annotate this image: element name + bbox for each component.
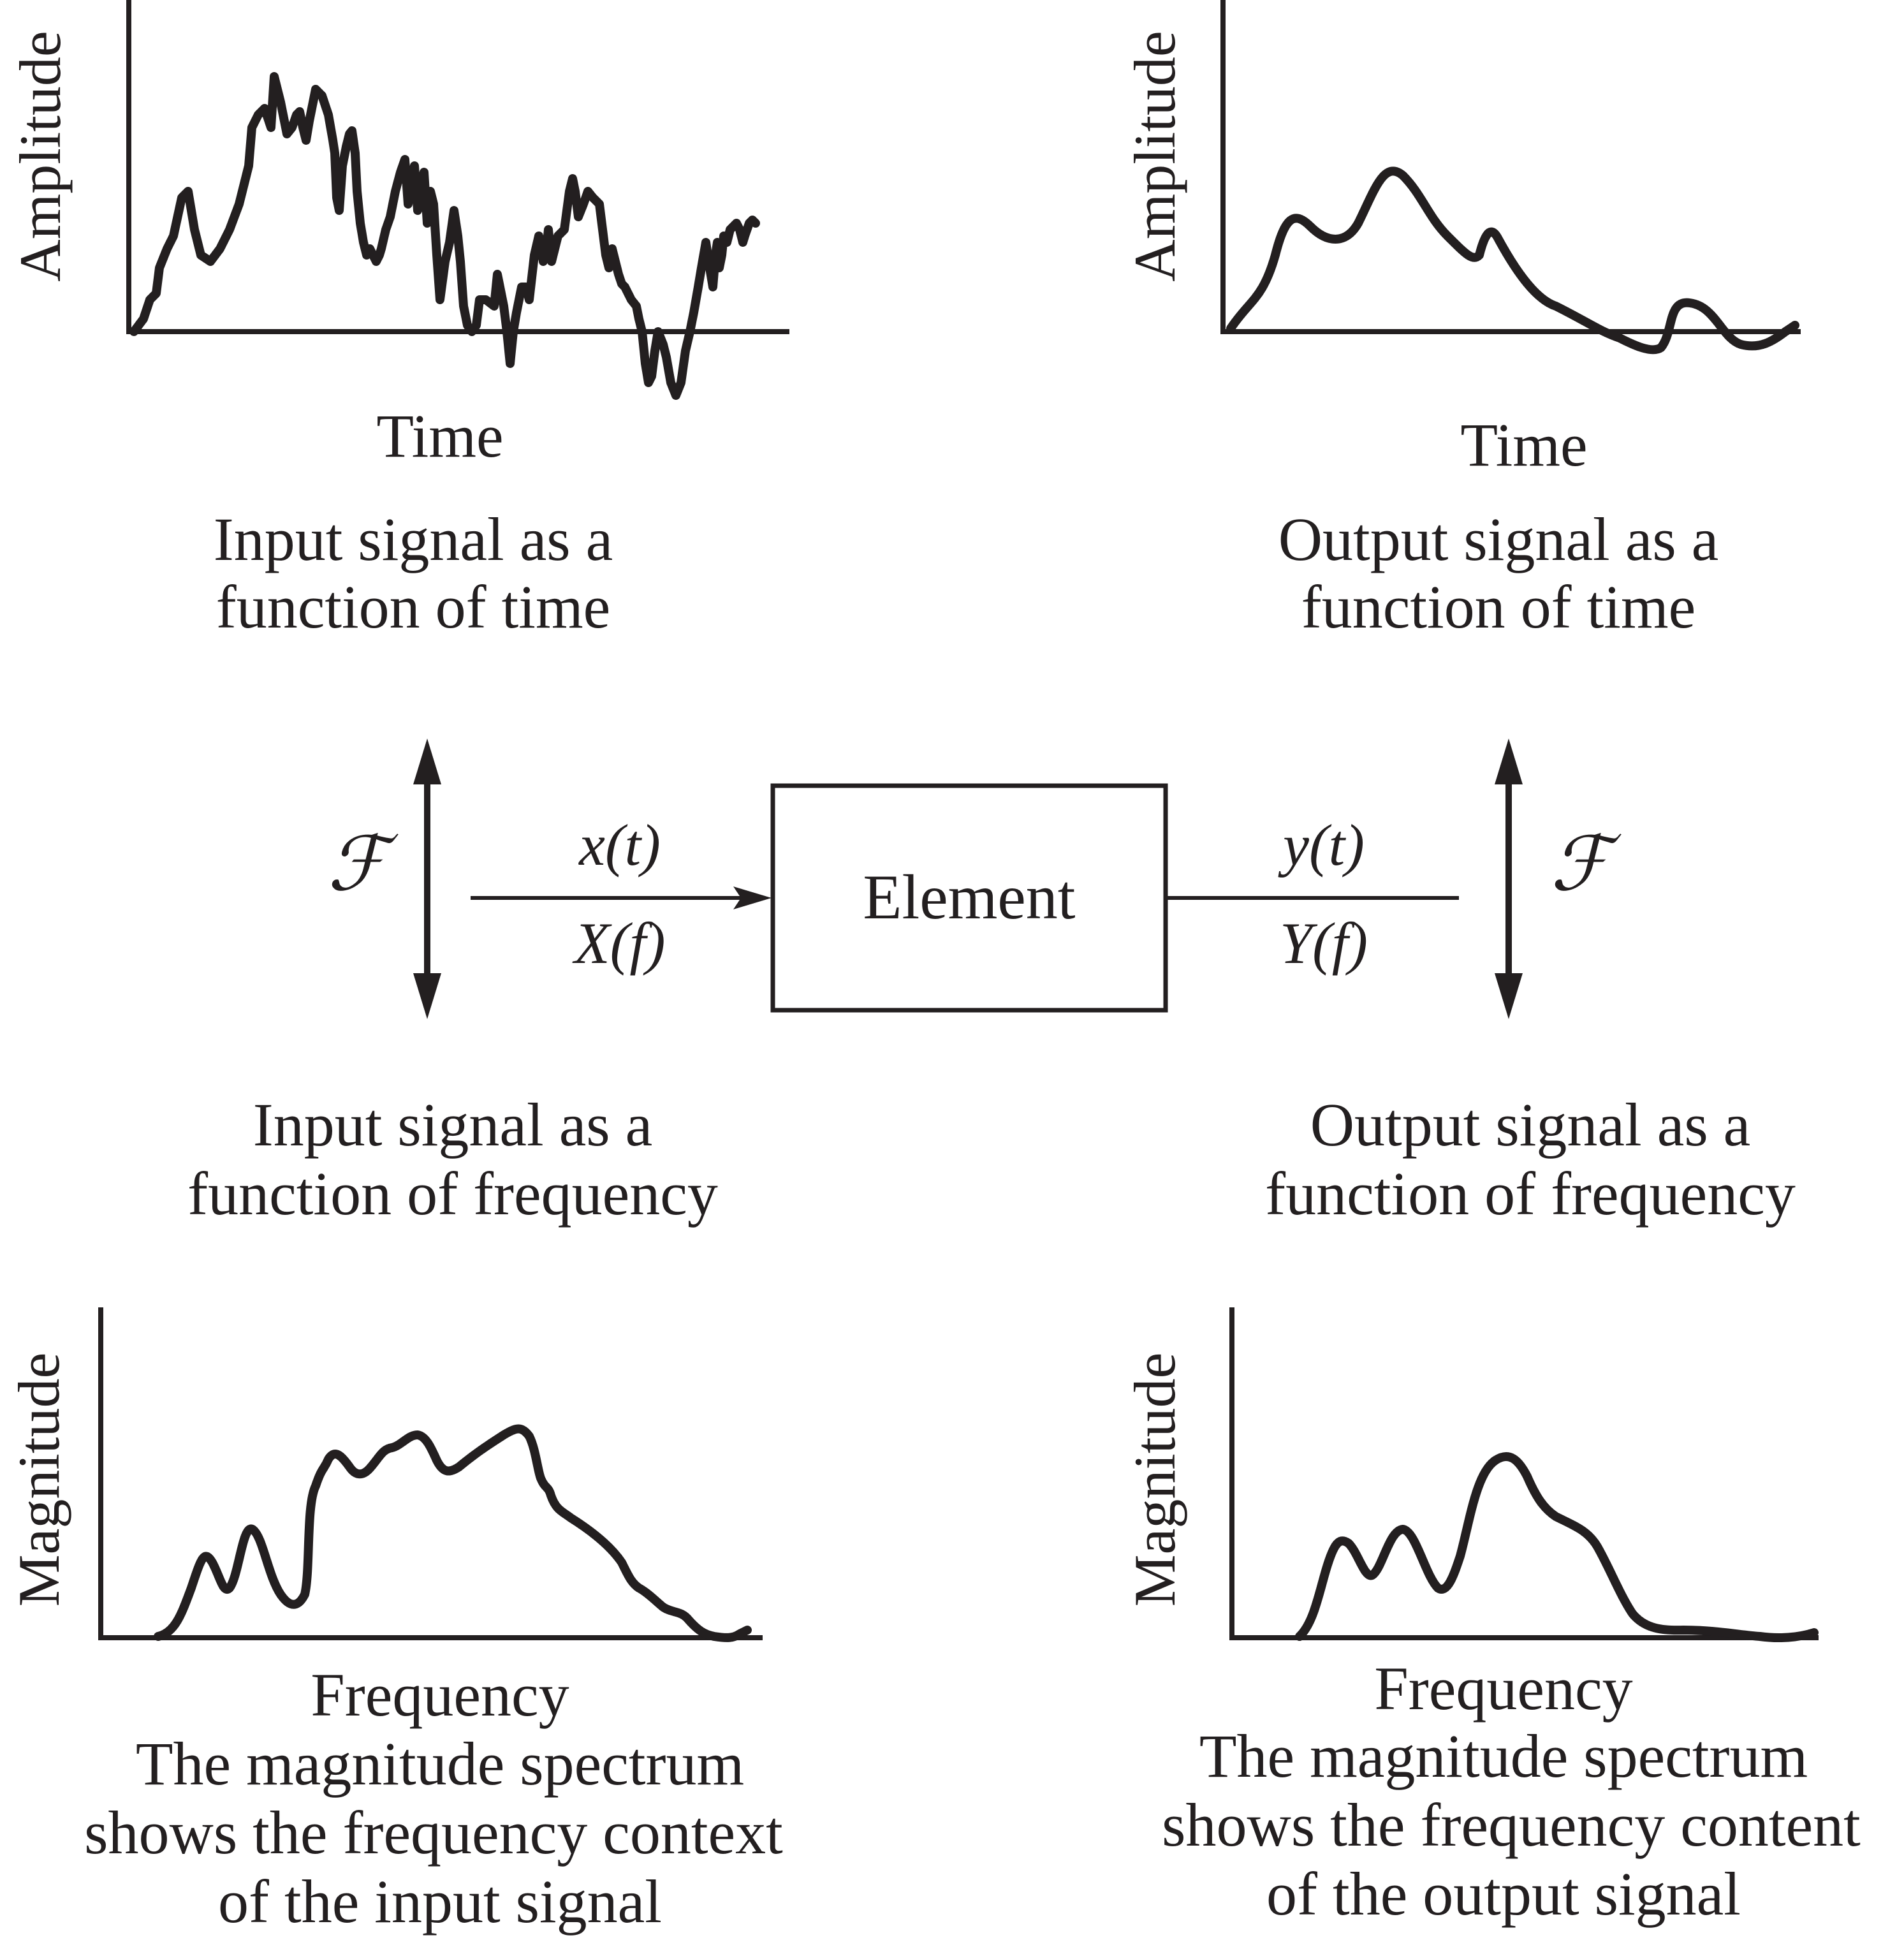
right-transform-symbol: ℱ [1551,819,1622,908]
output-freq-note-line-3: of the output signal [1266,1860,1741,1928]
element-label: Element [863,862,1075,932]
right-transform-arrow [1495,739,1523,1019]
input-time-caption-line-1: Input signal as a [214,505,613,573]
input-freq-note-line-1: The magnitude spectrum [136,1730,744,1798]
output-time-caption-line-2: function of time [1301,573,1696,641]
output-freq-caption-line-2: function of frequency [1265,1159,1796,1228]
output-time-x-label: Time [1460,411,1587,479]
input-freq-signal-label: X(f) [571,911,665,976]
output-freq-note-line-1: The magnitude spectrum [1199,1722,1808,1790]
output-freq-x-label: Frequency [1374,1654,1632,1723]
input-freq-plot [98,1307,763,1642]
output-time-y-label: Amplitude [1122,31,1187,282]
left-transform-symbol: ℱ [328,819,399,908]
output-time-caption-line-1: Output signal as a [1278,505,1719,573]
output-time-waveform [1226,166,1799,355]
input-time-plot [126,0,789,400]
output-freq-note-line-2: shows the frequency content [1162,1791,1861,1859]
input-time-y-label: Amplitude [8,31,73,282]
input-freq-caption-line-2: function of frequency [187,1159,718,1228]
output-time-plot [1220,0,1801,355]
output-freq-spectrum [1295,1452,1819,1642]
input-freq-spectrum [154,1424,752,1642]
element-block [770,783,1168,1013]
output-freq-caption-line-1: Output signal as a [1310,1091,1751,1159]
output-freq-y-label: Magnitude [1122,1353,1187,1607]
input-time-waveform [129,72,760,400]
output-time-signal-label: y(t) [1278,812,1365,878]
input-time-x-label: Time [376,402,503,470]
input-freq-note-line-3: of the input signal [218,1867,662,1936]
input-time-signal-label: x(t) [578,812,661,878]
input-freq-caption-line-1: Input signal as a [253,1091,653,1159]
left-transform-arrow [413,739,441,1019]
output-freq-plot [1229,1307,1819,1642]
input-time-caption-line-2: function of time [216,573,611,641]
input-freq-x-label: Frequency [311,1661,569,1729]
input-signal-arrow [471,886,772,909]
output-freq-signal-label: Y(f) [1280,911,1368,976]
input-freq-y-label: Magnitude [6,1353,71,1607]
input-freq-note-line-2: shows the frequency context [84,1798,783,1867]
